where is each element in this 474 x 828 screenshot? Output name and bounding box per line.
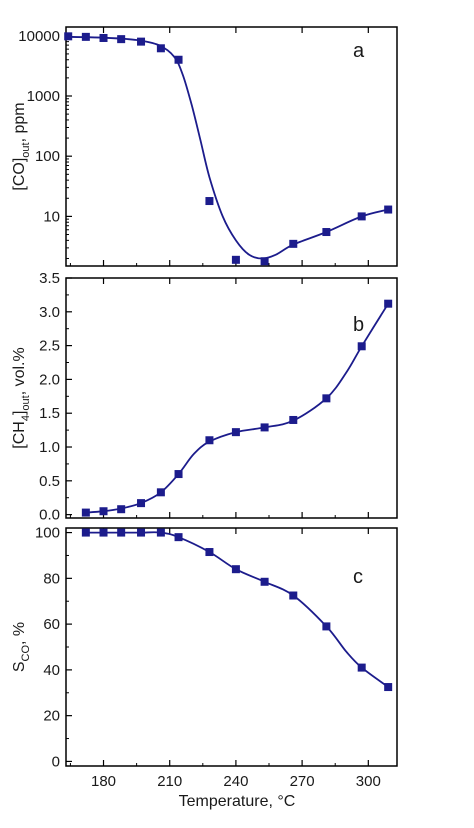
y-tick-label: 1000 bbox=[27, 88, 60, 105]
data-point bbox=[205, 197, 214, 206]
plot-frame bbox=[65, 527, 398, 767]
plot-frame bbox=[65, 26, 398, 267]
data-point bbox=[137, 37, 146, 46]
data-point bbox=[117, 528, 126, 537]
data-point bbox=[384, 299, 393, 308]
y-tick-label: 3.5 bbox=[39, 270, 60, 287]
panel-label-c: c bbox=[353, 566, 363, 588]
plot-frame bbox=[65, 277, 398, 519]
fit-curve bbox=[85, 303, 389, 514]
y-axis-label-text: S bbox=[11, 661, 28, 672]
data-point bbox=[289, 591, 298, 600]
y-tick-label: 100 bbox=[35, 148, 60, 165]
y-tick-label: 3.0 bbox=[39, 304, 60, 321]
y-tick-label: 1.5 bbox=[39, 405, 60, 422]
y-tick-label: 2.5 bbox=[39, 338, 60, 355]
panel-c-co-selectivity: 180 210 240 270 300 0 20 40 60 80 100 SCO, % c bbox=[11, 525, 398, 790]
data-point bbox=[260, 577, 269, 586]
y-tick-label: 20 bbox=[43, 708, 60, 725]
panel-b-methane-outlet: 0.00.51.01.52.02.53.03.5[CH4]out, vol.% … bbox=[11, 270, 398, 524]
y-axis-label-text: , % bbox=[11, 622, 28, 645]
data-point bbox=[81, 508, 90, 517]
y-tick-label: 80 bbox=[43, 570, 60, 587]
y-axis-label-text: , vol.% bbox=[11, 347, 28, 395]
y-tick-label: 2.0 bbox=[39, 371, 60, 388]
y-tick-label: 0.0 bbox=[39, 507, 60, 524]
y-axis-label: SCO, % bbox=[11, 622, 32, 672]
data-point bbox=[289, 239, 298, 248]
data-point bbox=[231, 565, 240, 574]
panel-label-a: a bbox=[353, 40, 365, 62]
data-point bbox=[205, 436, 214, 445]
y-axis-label: [CH4]out, vol.% bbox=[11, 347, 32, 448]
x-tick-label: 240 bbox=[223, 773, 248, 790]
y-tick-label: 1.0 bbox=[39, 439, 60, 456]
data-point bbox=[99, 33, 108, 42]
data-point bbox=[205, 548, 214, 557]
data-point bbox=[81, 528, 90, 537]
data-point bbox=[384, 683, 393, 692]
fit-curve bbox=[85, 531, 389, 688]
y-axis-label-text: ] bbox=[11, 411, 28, 415]
y-tick-label: 40 bbox=[43, 662, 60, 679]
y-tick-label: 0 bbox=[52, 753, 60, 770]
y-tick-label: 0.5 bbox=[39, 473, 60, 490]
data-point bbox=[156, 528, 165, 537]
data-point bbox=[99, 528, 108, 537]
y-axis-label-subscript: CO bbox=[20, 645, 32, 662]
data-point bbox=[260, 257, 269, 266]
data-point bbox=[156, 44, 165, 53]
y-axis-label: [CO]out, ppm bbox=[11, 102, 32, 190]
x-tick-label: 270 bbox=[290, 773, 315, 790]
data-point bbox=[357, 212, 366, 221]
x-tick-label: 210 bbox=[157, 773, 182, 790]
data-point bbox=[64, 32, 73, 41]
data-point bbox=[117, 35, 126, 44]
data-point bbox=[357, 663, 366, 672]
x-tick-label: 300 bbox=[356, 773, 381, 790]
fit-curve bbox=[68, 36, 389, 260]
y-axis-label-text: , ppm bbox=[11, 102, 28, 142]
x-tick-label: 180 bbox=[91, 773, 116, 790]
data-point bbox=[174, 55, 183, 64]
panel-label-b: b bbox=[353, 314, 364, 336]
data-point bbox=[322, 394, 331, 403]
data-point bbox=[174, 533, 183, 542]
y-axis-label-subscript: 4 bbox=[20, 415, 32, 421]
data-point bbox=[231, 428, 240, 437]
data-point bbox=[137, 528, 146, 537]
data-point bbox=[174, 470, 183, 479]
y-axis-label-text: [CO] bbox=[11, 158, 28, 191]
data-point bbox=[357, 342, 366, 351]
data-point bbox=[322, 622, 331, 631]
data-point bbox=[156, 488, 165, 497]
y-tick-label: 60 bbox=[43, 616, 60, 633]
panel-a-co-outlet: 10 100 1000 10000 [CO]out, ppm a bbox=[11, 26, 398, 267]
data-point bbox=[117, 505, 126, 514]
y-tick-label: 100 bbox=[35, 525, 60, 542]
data-point bbox=[137, 499, 146, 508]
y-axis-label-subscript: out bbox=[20, 395, 32, 410]
data-point bbox=[81, 32, 90, 41]
data-point bbox=[231, 255, 240, 264]
data-point bbox=[322, 228, 331, 237]
y-tick-label: 10000 bbox=[18, 28, 60, 45]
data-point bbox=[384, 205, 393, 214]
y-axis-label-subscript: out bbox=[20, 142, 32, 157]
data-point bbox=[99, 507, 108, 516]
data-point bbox=[289, 415, 298, 424]
x-axis-label: Temperature, °C bbox=[179, 793, 296, 810]
data-point bbox=[260, 423, 269, 432]
y-tick-label: 10 bbox=[43, 208, 60, 225]
y-axis-label-text: [CH bbox=[11, 421, 28, 449]
